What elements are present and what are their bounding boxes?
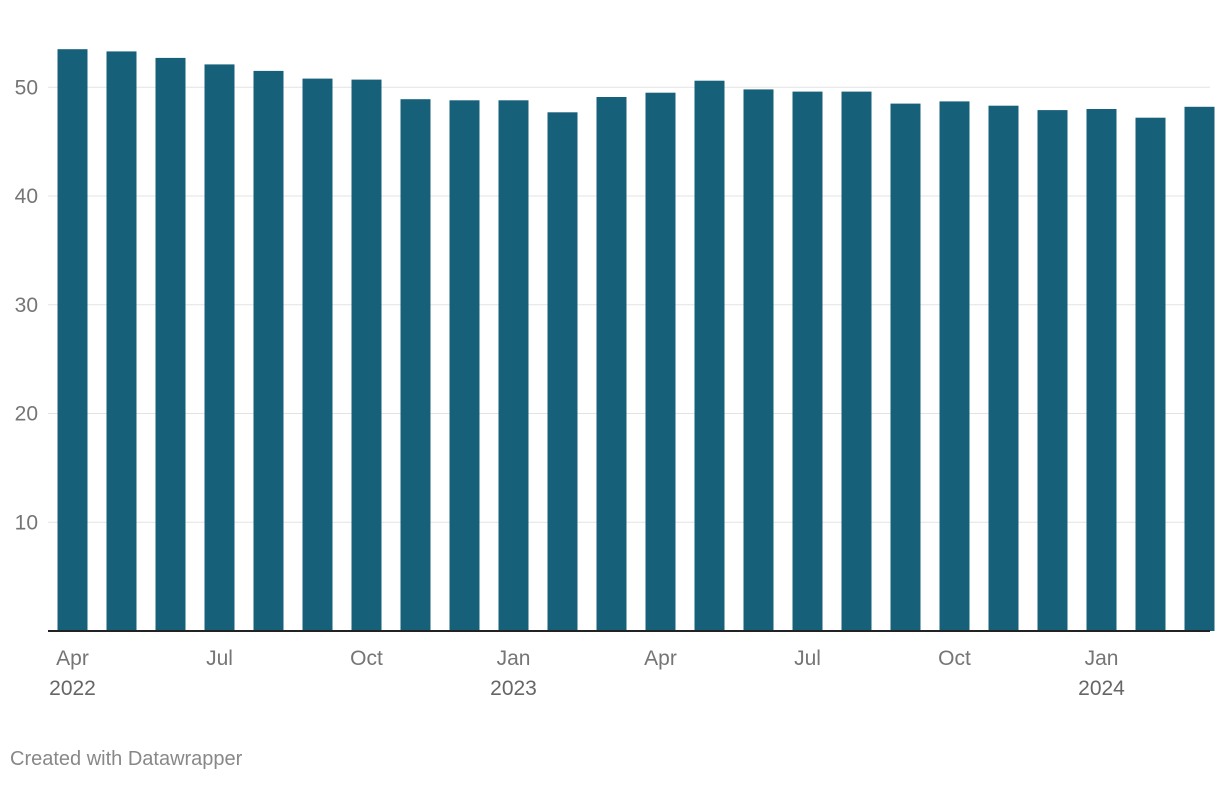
x-tick-label: Oct: [350, 647, 383, 670]
bar: [596, 97, 627, 631]
bar: [253, 70, 284, 631]
x-tick-label: Jul: [794, 647, 821, 670]
bar: [743, 89, 774, 631]
bar: [1037, 110, 1068, 632]
x-tick-year-label: 2022: [49, 677, 96, 700]
bar: [498, 100, 529, 632]
x-tick-label: Jul: [206, 647, 233, 670]
y-tick-label: 10: [15, 511, 38, 534]
bar: [890, 103, 921, 632]
y-tick-label: 40: [15, 185, 38, 208]
bar: [939, 101, 970, 631]
bar: [302, 78, 333, 632]
bar: [351, 79, 382, 632]
bar: [1135, 117, 1166, 631]
bar: [204, 64, 235, 631]
bar: [645, 92, 676, 631]
x-tick-year-label: 2023: [490, 677, 537, 700]
bar: [1086, 109, 1117, 631]
bars: [57, 49, 1215, 632]
x-tick-label: Apr: [56, 647, 89, 670]
bar: [57, 49, 88, 631]
bar: [155, 57, 186, 631]
x-tick-label: Jan: [1085, 647, 1119, 670]
bar: [449, 100, 480, 632]
x-axis-ticks: Apr 2022 Jul Oct Jan 2023 Apr Jul Oct Jan 2024: [49, 647, 1125, 700]
y-tick-label: 30: [15, 294, 38, 317]
credit-text: Created with Datawrapper: [10, 748, 243, 770]
y-axis-ticks: 10 20 30 40 50: [15, 76, 38, 534]
bar: [400, 99, 431, 631]
bar-chart: 10 20 30 40 50 Apr 2022 Jul Oct Jan 2023 Apr Jul Oct…: [15, 49, 1215, 700]
bar: [1184, 106, 1215, 632]
bar: [988, 105, 1019, 631]
y-tick-label: 20: [15, 403, 38, 426]
x-tick-label: Oct: [938, 647, 971, 670]
bar: [792, 91, 823, 632]
y-tick-label: 50: [15, 76, 38, 99]
x-tick-label: Jan: [497, 647, 531, 670]
bar: [547, 112, 578, 632]
x-tick-label: Apr: [644, 647, 677, 670]
x-tick-year-label: 2024: [1078, 677, 1125, 700]
bar: [106, 51, 137, 631]
bar: [694, 80, 725, 631]
bar: [841, 91, 872, 632]
